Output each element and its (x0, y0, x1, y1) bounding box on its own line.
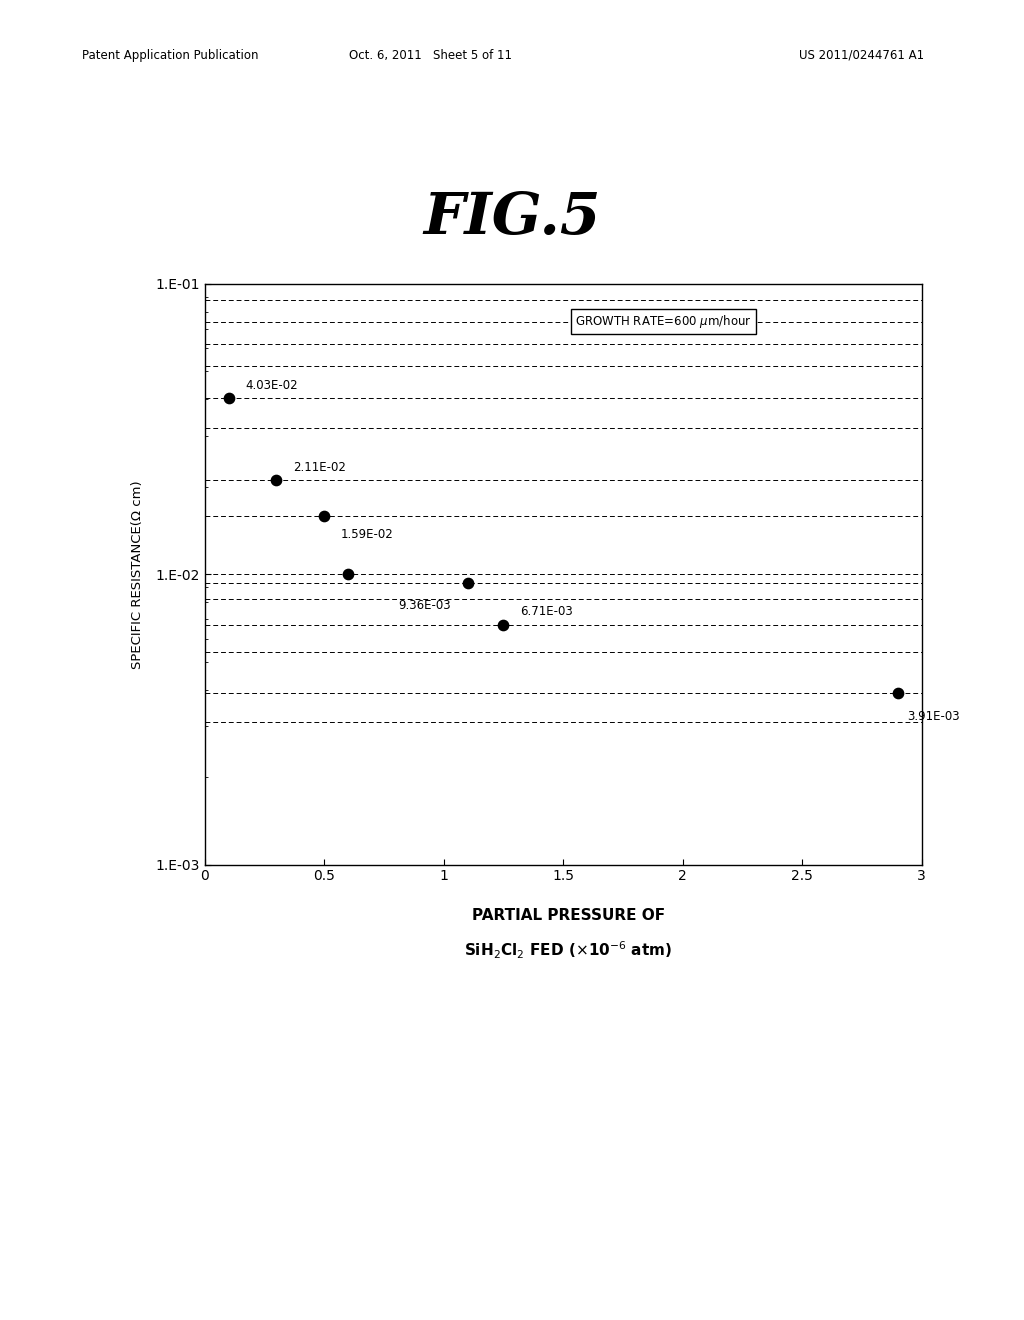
Text: 6.71E-03: 6.71E-03 (520, 606, 573, 618)
Text: SiH$_2$Cl$_2$ FED ($\times$10$^{-6}$ atm): SiH$_2$Cl$_2$ FED ($\times$10$^{-6}$ atm… (464, 940, 673, 961)
Text: US 2011/0244761 A1: US 2011/0244761 A1 (799, 49, 924, 62)
Text: Oct. 6, 2011   Sheet 5 of 11: Oct. 6, 2011 Sheet 5 of 11 (348, 49, 512, 62)
Text: Patent Application Publication: Patent Application Publication (82, 49, 258, 62)
Text: 9.36E-03: 9.36E-03 (398, 599, 451, 611)
Text: GROWTH RATE=600 $\mu$m/hour: GROWTH RATE=600 $\mu$m/hour (575, 313, 752, 330)
Point (890, 682, 906, 704)
Y-axis label: SPECIFIC RESISTANCE(Ω cm): SPECIFIC RESISTANCE(Ω cm) (131, 480, 144, 668)
Point (316, 506, 333, 527)
Point (340, 564, 356, 585)
Point (496, 614, 512, 635)
Text: FIG.5: FIG.5 (423, 190, 601, 246)
Point (460, 572, 476, 593)
Text: 1.59E-02: 1.59E-02 (341, 528, 394, 541)
Text: PARTIAL PRESSURE OF: PARTIAL PRESSURE OF (472, 908, 665, 923)
Text: 3.91E-03: 3.91E-03 (907, 710, 959, 723)
Text: 2.11E-02: 2.11E-02 (293, 461, 346, 474)
Text: 4.03E-02: 4.03E-02 (246, 379, 298, 392)
Point (220, 388, 237, 409)
Point (268, 470, 285, 491)
